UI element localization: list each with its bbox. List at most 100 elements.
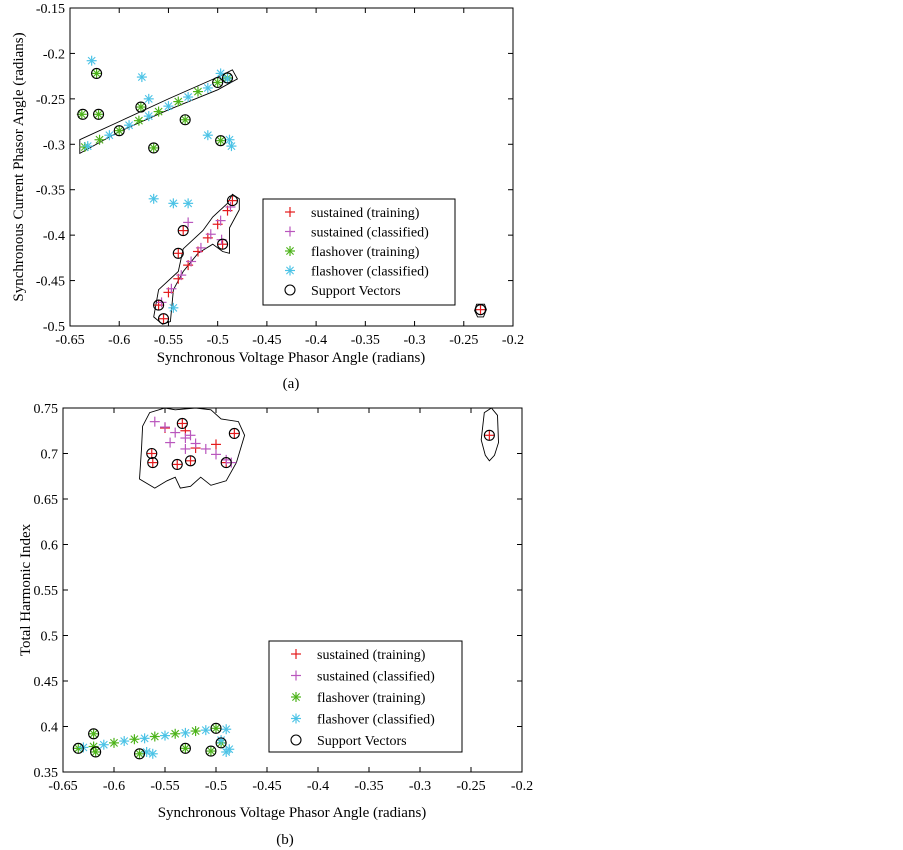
data-point — [205, 746, 216, 757]
data-point — [200, 725, 211, 736]
legend-marker — [284, 284, 296, 296]
legend-b: sustained (training) sustained (classifie… — [268, 640, 463, 753]
x-tick-label: -0.35 — [354, 779, 383, 794]
data-point — [168, 302, 179, 313]
data-point — [129, 734, 140, 745]
chart-panel-b: -0.65 -0.6 -0.55 -0.5 -0.45 -0.4 -0.35 -0.3 -0.2… — [18, 402, 533, 848]
data-point — [173, 96, 184, 107]
data-point — [215, 68, 226, 79]
data-point — [77, 108, 89, 120]
data-point — [179, 114, 191, 126]
data-point — [147, 748, 158, 759]
legend-label: sustained (training) — [311, 206, 420, 221]
data-point — [212, 76, 224, 89]
data-point — [136, 72, 147, 83]
data-point — [170, 427, 181, 438]
data-point — [143, 111, 154, 122]
decision-boundary — [153, 193, 240, 325]
x-tick-label: -0.55 — [150, 779, 179, 794]
x-tick-label: -0.6 — [108, 333, 130, 348]
data-point — [146, 447, 158, 460]
data-point — [210, 722, 222, 734]
data-point — [133, 748, 146, 760]
data-point — [217, 238, 229, 250]
legend-box — [268, 640, 463, 753]
data-point — [148, 142, 159, 153]
data-point — [216, 735, 227, 746]
data-point — [185, 430, 196, 441]
data-point — [104, 130, 115, 141]
data-point — [180, 433, 191, 444]
data-point — [147, 457, 158, 468]
plot-frame-a — [69, 7, 514, 327]
data-point — [192, 86, 203, 97]
data-point — [221, 454, 232, 465]
data-point — [177, 418, 188, 429]
data-point — [133, 115, 144, 126]
y-tick-label: 0.5 — [41, 630, 59, 645]
data-point — [202, 82, 213, 93]
y-tick-label: -0.3 — [43, 138, 65, 153]
data-point — [228, 427, 240, 440]
data-point — [72, 742, 84, 754]
data-point — [474, 304, 487, 316]
legend-label: flashover (training) — [317, 691, 426, 706]
data-point — [178, 225, 189, 236]
data-point — [173, 248, 184, 259]
data-point — [119, 736, 130, 747]
data-point — [184, 455, 197, 467]
data-point — [153, 299, 165, 311]
data-point — [180, 727, 191, 738]
data-point — [475, 304, 486, 315]
data-point — [229, 428, 240, 439]
data-point — [221, 724, 232, 735]
data-point — [143, 93, 154, 104]
data-point — [156, 297, 167, 308]
data-point — [94, 134, 105, 145]
data-point — [205, 229, 216, 240]
data-point — [91, 68, 102, 79]
y-tick-label: -0.45 — [36, 275, 65, 290]
legend-marker — [285, 265, 295, 276]
x-tick-label: -0.4 — [307, 779, 329, 794]
y-tick-label: -0.2 — [43, 47, 65, 62]
data-point — [98, 739, 109, 750]
data-point — [141, 746, 152, 757]
data-point — [225, 201, 236, 212]
data-point — [76, 109, 87, 120]
ticks-b: -0.65 -0.6 -0.55 -0.5 -0.45 -0.4 -0.35 -0.3 -0.2… — [34, 402, 534, 794]
data-point — [195, 242, 206, 253]
data-marks-b — [72, 407, 499, 760]
data-point — [92, 108, 105, 120]
plot-frame-b — [62, 407, 523, 773]
legend-marker — [291, 649, 301, 659]
data-point — [226, 195, 238, 207]
data-point — [82, 141, 93, 152]
data-point — [205, 745, 217, 757]
data-point — [170, 728, 181, 739]
x-tick-label: -0.25 — [449, 333, 478, 348]
legend-box — [262, 198, 456, 306]
x-tick-label: -0.2 — [502, 333, 524, 348]
data-point — [149, 731, 160, 742]
legend-label: Support Vectors — [311, 284, 401, 299]
legend-label: flashover (classified) — [317, 713, 435, 728]
data-point — [180, 443, 191, 454]
x-tick-label: -0.65 — [55, 333, 84, 348]
data-point — [217, 239, 228, 250]
data-point — [176, 417, 188, 430]
data-point — [211, 723, 221, 734]
data-point — [148, 142, 160, 154]
x-tick-label: -0.25 — [456, 779, 485, 794]
x-tick-label: -0.45 — [252, 779, 281, 794]
data-point — [135, 101, 147, 113]
x-tick-label: -0.5 — [205, 779, 227, 794]
data-point — [215, 737, 227, 749]
legend-marker — [290, 734, 302, 746]
x-tick-label: -0.5 — [207, 333, 229, 348]
data-point — [93, 109, 104, 120]
data-point — [124, 120, 135, 131]
data-point — [211, 449, 221, 460]
legend-marker — [285, 207, 295, 217]
y-tick-label: 0.45 — [34, 675, 59, 690]
